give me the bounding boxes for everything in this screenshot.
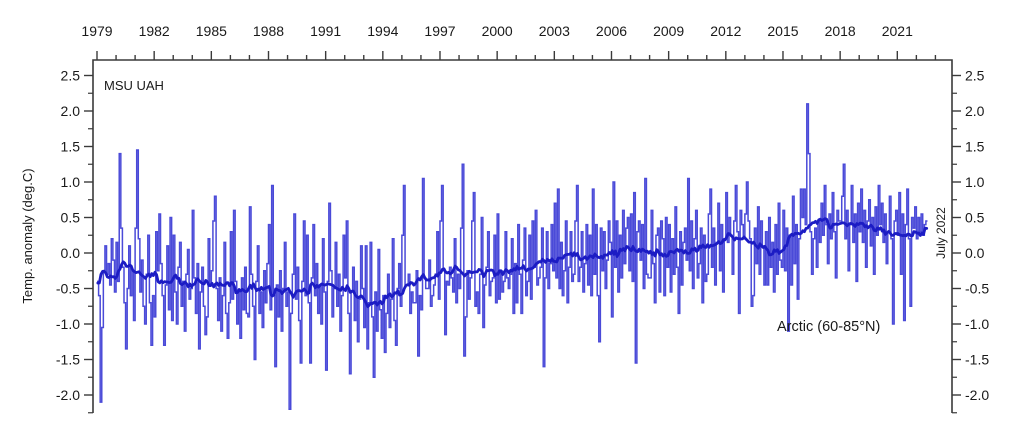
- y-tick-label: 0.0: [61, 245, 81, 261]
- y-tick-label: -0.5: [56, 281, 80, 297]
- x-tick-label: 1991: [310, 23, 341, 39]
- end-date-label: July 2022: [934, 207, 948, 259]
- x-tick-label: 1979: [81, 23, 112, 39]
- x-axis-top: 1979 1982 1985 1988 1991 1994 1997 2000 2003 2006…: [81, 23, 937, 60]
- y-tick-label: 0.5: [61, 210, 81, 226]
- y-axis-left: 2.5 2.0 1.5 1.0 0.5 0.0 -0.5 -1.0 -1.5 -2.0: [56, 68, 93, 414]
- y-tick-label: 2.5: [965, 68, 985, 84]
- x-tick-label: 2018: [825, 23, 856, 39]
- chart-title: MSU UAH: [104, 78, 164, 93]
- x-tick-label: 1988: [253, 23, 284, 39]
- y-axis-title: Temp. anomaly (deg.C): [20, 168, 35, 303]
- x-tick-label: 2000: [482, 23, 513, 39]
- x-tick-label: 2015: [767, 23, 798, 39]
- y-tick-label: 1.5: [965, 139, 985, 155]
- x-tick-label: 1997: [424, 23, 455, 39]
- y-tick-label: -1.5: [56, 352, 80, 368]
- y-tick-label: -2.0: [56, 387, 80, 403]
- y-tick-label: 2.0: [965, 103, 985, 119]
- y-tick-label: 2.5: [61, 68, 81, 84]
- y-tick-label: -1.0: [56, 316, 80, 332]
- x-tick-label: 2012: [710, 23, 741, 39]
- x-tick-label: 2021: [882, 23, 913, 39]
- x-tick-label: 1994: [367, 23, 398, 39]
- y-tick-label: 1.0: [965, 174, 985, 190]
- y-axis-right: 2.5 2.0 1.5 1.0 0.5 0.0 -0.5 -1.0 -1.5 -2.0: [952, 68, 989, 414]
- axes-frame: [92, 59, 953, 413]
- running-mean-line: [96, 217, 929, 309]
- region-label: Arctic (60-85°N): [777, 319, 880, 335]
- monthly-series-line: [97, 103, 928, 410]
- y-tick-label: 2.0: [61, 103, 81, 119]
- x-tick-label: 1985: [196, 23, 227, 39]
- y-tick-label: -2.0: [965, 387, 989, 403]
- y-tick-label: 1.5: [61, 139, 81, 155]
- y-tick-label: 0.5: [965, 210, 985, 226]
- y-tick-label: 1.0: [61, 174, 81, 190]
- x-tick-label: 2003: [539, 23, 570, 39]
- y-tick-label: -1.5: [965, 352, 989, 368]
- y-tick-label: 0.0: [965, 245, 985, 261]
- x-tick-label: 1982: [139, 23, 170, 39]
- y-tick-label: -1.0: [965, 316, 989, 332]
- x-tick-label: 2009: [653, 23, 684, 39]
- y-tick-label: -0.5: [965, 281, 989, 297]
- x-tick-label: 2006: [596, 23, 627, 39]
